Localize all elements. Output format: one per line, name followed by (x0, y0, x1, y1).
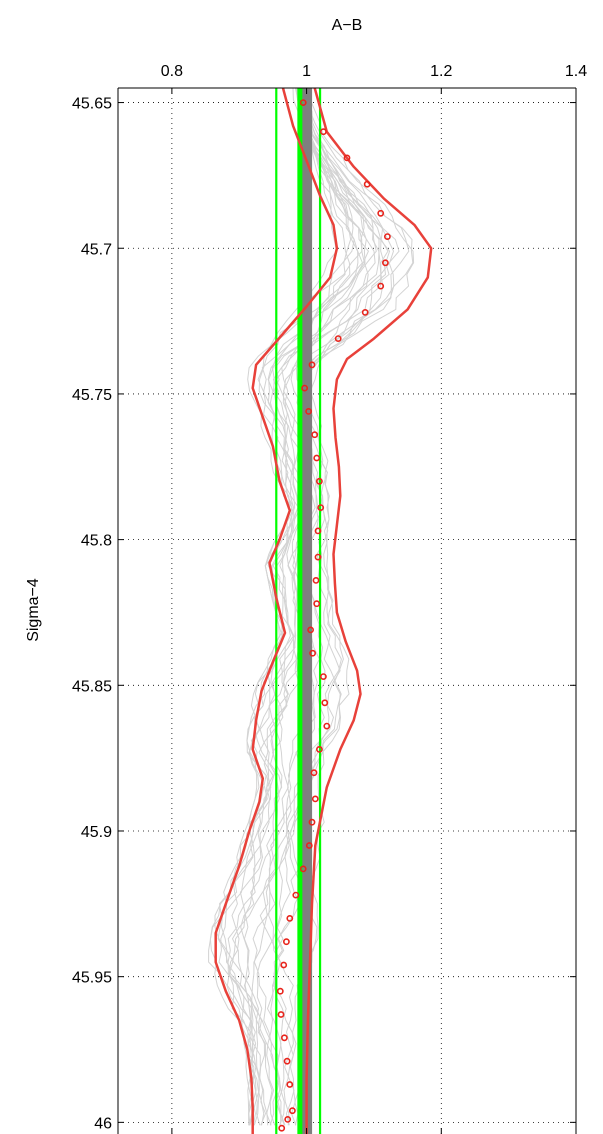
mean-marker-point (310, 769, 318, 777)
mean-marker-point (288, 1107, 296, 1115)
mean-marker-point (312, 577, 320, 584)
mean-marker-point (305, 842, 313, 849)
mean-marker-point (315, 746, 323, 753)
x-tick-label: 1.2 (430, 63, 452, 80)
lower-bound-line (214, 88, 339, 1134)
y-tick-label: 45.85 (72, 678, 112, 695)
bound-lines (214, 88, 433, 1134)
mean-markers (276, 99, 391, 1132)
mean-marker-point (307, 626, 314, 634)
mean-marker-point (321, 699, 329, 707)
x-axis-title: A−B (332, 17, 363, 34)
background-profile-line (218, 88, 369, 1126)
mean-marker-point (314, 553, 322, 561)
mean-marker-point (313, 600, 321, 608)
y-tick-label: 45.65 (72, 96, 112, 113)
y-tick-label: 45.8 (81, 533, 112, 550)
y-tick-label: 45.7 (81, 241, 112, 258)
background-profile-line (220, 88, 380, 1126)
mean-marker-point (283, 1057, 291, 1065)
y-axis-title: Sigma−4 (25, 578, 42, 642)
mean-marker-point (280, 1034, 288, 1042)
x-tick-label: 0.8 (161, 63, 183, 80)
mean-marker-point (308, 361, 316, 369)
mean-marker-point (313, 454, 321, 462)
mean-marker-point (308, 818, 316, 826)
background-profile-line (248, 88, 338, 1126)
mean-marker-point (282, 938, 290, 946)
mean-marker-point (383, 233, 391, 240)
mean-marker-point (363, 180, 371, 188)
mean-marker-point (334, 335, 342, 342)
mean-marker-point (280, 961, 288, 969)
mean-marker-point (301, 384, 308, 392)
grid-lines (118, 88, 577, 1134)
background-profile-line (256, 88, 377, 1126)
mean-marker-point (299, 865, 307, 873)
mean-marker-point (286, 1081, 294, 1088)
y-tick-label: 46 (94, 1115, 112, 1132)
background-profile-line (214, 88, 367, 1126)
y-tick-label: 45.95 (72, 970, 112, 987)
mean-marker-point (309, 649, 316, 657)
mean-marker-point (317, 504, 325, 511)
plot-area (208, 88, 433, 1134)
background-profile-line (273, 88, 410, 1126)
mean-marker-point (343, 154, 351, 162)
mean-marker-point (381, 259, 389, 267)
background-profile-line (272, 88, 376, 1126)
mean-marker-point (319, 128, 327, 136)
mean-marker-point (277, 1011, 285, 1018)
mean-marker-point (323, 722, 331, 730)
mean-marker-point (319, 673, 327, 680)
mean-marker-point (276, 987, 284, 995)
mean-marker-point (278, 1124, 286, 1132)
background-profile-line (252, 88, 355, 1126)
background-profile-line (231, 88, 400, 1126)
mean-marker-point (305, 407, 312, 415)
x-tick-label: 1.4 (565, 63, 587, 80)
x-tick-label: 1 (302, 63, 311, 80)
mean-marker-point (377, 282, 385, 290)
mean-marker-point (299, 99, 307, 106)
mean-marker-point (286, 915, 294, 922)
mean-marker-point (361, 308, 369, 316)
reference-lines (275, 88, 322, 1134)
mean-marker-point (315, 477, 323, 485)
background-profile-line (228, 88, 351, 1126)
y-tick-label: 45.75 (72, 387, 112, 404)
mean-marker-point (311, 795, 319, 803)
mean-marker-point (284, 1116, 292, 1123)
upper-bound-line (305, 88, 433, 1134)
mean-marker-point (314, 527, 322, 535)
y-tick-label: 45.9 (81, 824, 112, 841)
background-profile-line (240, 88, 387, 1126)
mean-marker-point (292, 891, 300, 899)
mean-marker-point (311, 431, 319, 439)
mean-marker-point (377, 209, 385, 217)
axes: 0.8 1 1.2 1.4 45.65 45.7 45.75 45.8 45.85 45.9 45.… (72, 63, 587, 1134)
